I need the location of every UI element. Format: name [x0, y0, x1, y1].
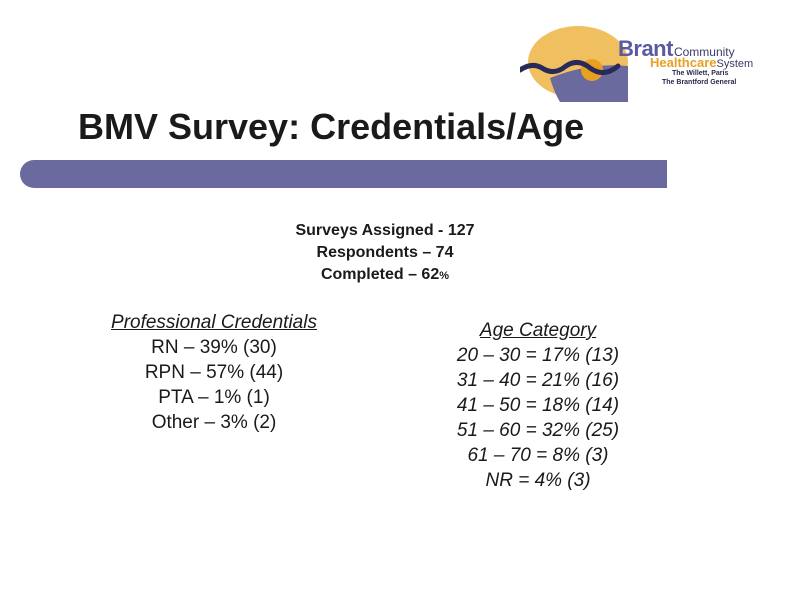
logo-hospital-brantford: The Brantford General	[662, 79, 737, 86]
summary-respondents: Respondents – 74	[316, 244, 454, 261]
age-item-nr: NR = 4% (3)	[485, 470, 591, 491]
summary-completed-unit: %	[439, 270, 450, 282]
title-divider-bar	[20, 160, 667, 188]
logo-wave-shape	[520, 60, 621, 75]
survey-summary: Surveys Assigned - 127 Respondents – 74 …	[240, 220, 530, 287]
age-item-51-60: 51 – 60 = 32% (25)	[456, 420, 620, 441]
logo-brand-community: Community	[673, 45, 735, 59]
age-item-31-40: 31 – 40 = 21% (16)	[456, 370, 620, 391]
logo-brand-healthcare: Healthcare	[650, 55, 717, 70]
age-item-20-30: 20 – 30 = 17% (13)	[456, 345, 620, 366]
brant-healthcare-logo: BrantCommunity HealthcareSystem The Will…	[520, 22, 780, 104]
age-item-61-70: 61 – 70 = 8% (3)	[467, 445, 609, 466]
logo-brand-name: Brant	[618, 36, 673, 61]
credentials-item-other: Other – 3% (2)	[151, 412, 277, 433]
logo-brand-system: System	[716, 58, 754, 70]
logo-hill-shape	[550, 65, 628, 102]
credentials-column: Professional Credentials RN – 39% (30) R…	[80, 310, 348, 435]
age-category-column: Age Category 20 – 30 = 17% (13) 31 – 40 …	[420, 318, 656, 493]
summary-assigned: Surveys Assigned - 127	[295, 222, 475, 239]
summary-completed: Completed – 62%	[240, 264, 530, 287]
logo-hospital-willett: The Willett, Paris	[672, 70, 729, 77]
credentials-item-rn: RN – 39% (30)	[151, 337, 277, 358]
credentials-item-pta: PTA – 1% (1)	[158, 387, 270, 408]
credentials-heading: Professional Credentials	[111, 312, 317, 333]
summary-completed-label: Completed – 62	[320, 266, 440, 283]
credentials-item-rpn: RPN – 57% (44)	[144, 362, 284, 383]
slide-title: BMV Survey: Credentials/Age	[78, 106, 585, 147]
logo-emblem-icon	[520, 26, 628, 102]
age-item-41-50: 41 – 50 = 18% (14)	[456, 395, 620, 416]
age-heading: Age Category	[479, 320, 597, 341]
